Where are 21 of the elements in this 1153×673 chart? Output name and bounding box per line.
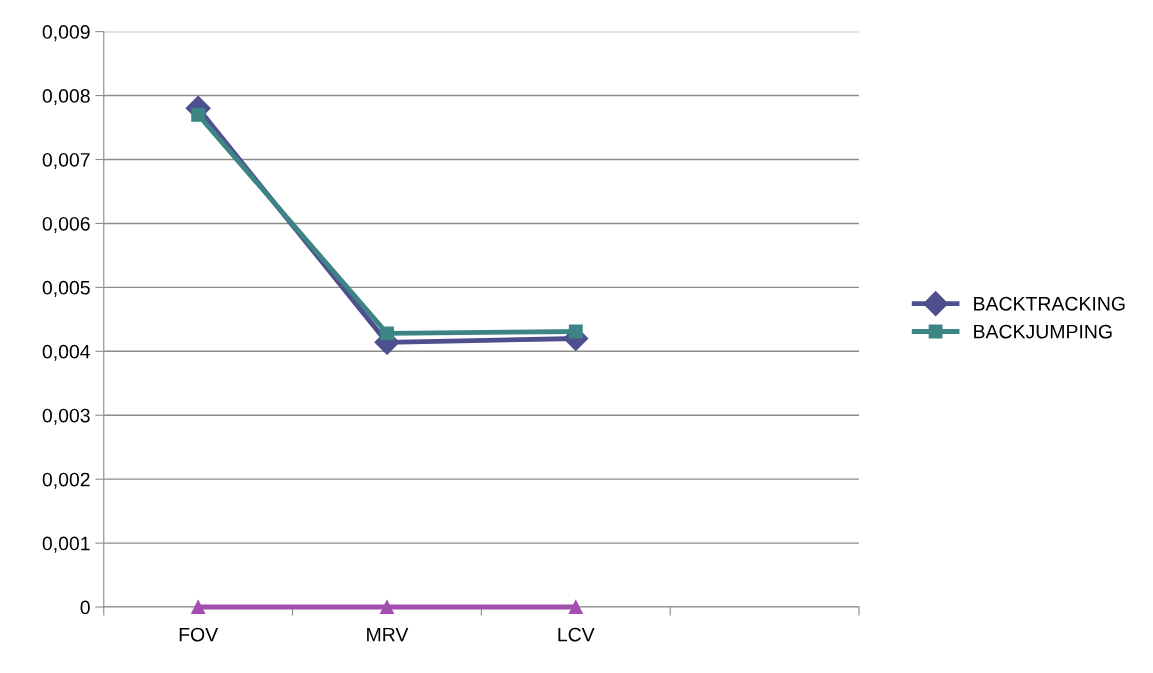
y-tick-label: 0,005 bbox=[42, 280, 90, 297]
y-tick-label: 0,007 bbox=[42, 152, 90, 170]
point bbox=[380, 326, 394, 341]
y-tick-label: 0,002 bbox=[42, 472, 90, 489]
point bbox=[191, 107, 206, 122]
legend-label: BACKTRACKING bbox=[974, 296, 1125, 311]
y-tick-label: 0,009 bbox=[42, 25, 90, 42]
x-tick-label: MRV bbox=[367, 627, 409, 642]
y-tick-label: 0,003 bbox=[42, 408, 90, 425]
y-tick-label: 0,004 bbox=[42, 344, 91, 361]
point bbox=[191, 600, 206, 614]
point bbox=[568, 600, 583, 614]
point bbox=[380, 600, 394, 614]
x-tick-label: FOV bbox=[179, 627, 219, 642]
y-tick-label: 0,006 bbox=[42, 216, 90, 233]
y-tick-label: 0 bbox=[80, 600, 90, 615]
point bbox=[568, 324, 583, 339]
legend-label: BACKJUMPING bbox=[974, 324, 1112, 339]
y-tick-label: 0,001 bbox=[42, 536, 90, 553]
x-tick-label: LCV bbox=[558, 627, 595, 642]
y-tick-label: 0,008 bbox=[42, 89, 90, 106]
